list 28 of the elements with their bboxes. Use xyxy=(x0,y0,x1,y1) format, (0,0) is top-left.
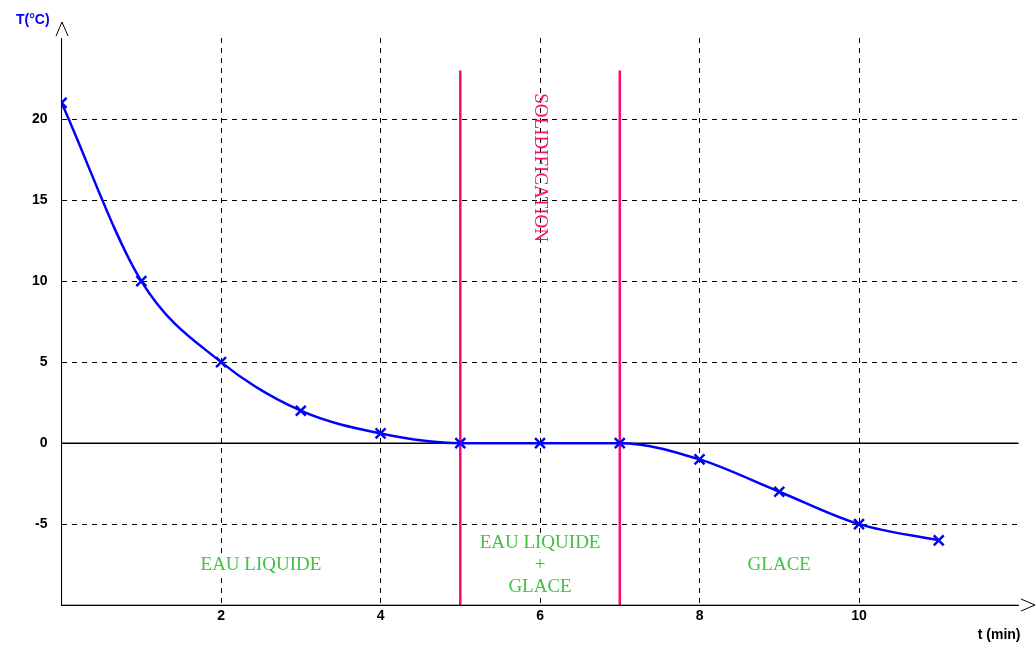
y-axis-title: T(°C) xyxy=(16,10,50,27)
point xyxy=(533,436,547,450)
y-tick-label: 10 xyxy=(31,271,48,288)
annotation: EAU LIQUIDE xyxy=(200,552,322,574)
annotation: EAU LIQUIDE + GLACE xyxy=(479,530,601,596)
point xyxy=(613,436,626,450)
point xyxy=(294,404,307,417)
y-tick-label: 20 xyxy=(31,109,48,126)
x-tick-label: 4 xyxy=(376,607,385,624)
x-axis-title: t (min) xyxy=(977,626,1021,643)
x-tick-label: 6 xyxy=(536,607,545,624)
y-tick-label: 15 xyxy=(31,190,48,207)
point xyxy=(773,485,786,498)
y-tick-label: 5 xyxy=(39,352,48,369)
x-tick-label: 2 xyxy=(217,607,226,624)
annotation: SOLIDIFICATION xyxy=(531,93,553,243)
x-tick-label: 8 xyxy=(695,607,704,624)
annotation: GLACE xyxy=(747,552,811,574)
y-tick-label: -5 xyxy=(35,515,48,532)
point xyxy=(693,453,706,466)
y-tick-label: 0 xyxy=(39,434,48,450)
point xyxy=(214,355,228,369)
point xyxy=(932,534,945,547)
point xyxy=(374,427,387,440)
x-tick-label: 10 xyxy=(851,607,868,624)
point xyxy=(454,436,467,450)
point xyxy=(852,517,866,531)
point xyxy=(135,274,148,288)
